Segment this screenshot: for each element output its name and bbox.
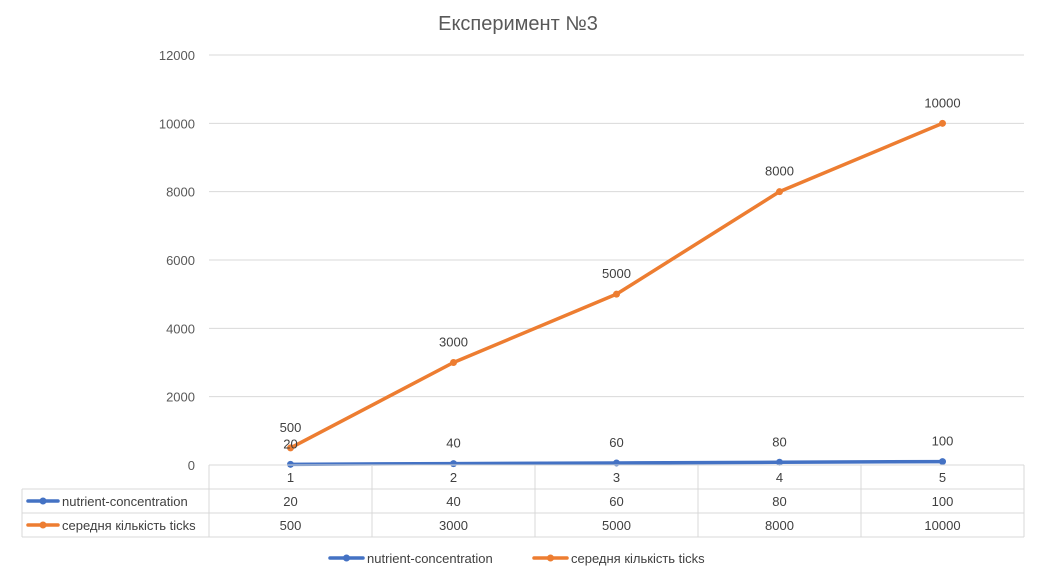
series-line-2	[288, 121, 945, 450]
y-axis-tick-labels: 0 2000 4000 6000 8000 10000 12000	[159, 48, 195, 473]
y-tick-label: 2000	[166, 390, 195, 405]
data-label: 5000	[602, 266, 631, 281]
data-point	[939, 119, 946, 127]
data-label: 60	[609, 435, 623, 450]
legend: nutrient-concentration середня кількість …	[328, 551, 705, 566]
data-point	[287, 444, 294, 452]
data-label: 40	[446, 436, 460, 451]
x-tick-label: 3	[613, 470, 620, 485]
series-lines	[287, 119, 946, 468]
table-cell: 100	[932, 494, 954, 509]
table-cell: 60	[609, 494, 623, 509]
y-tick-label: 8000	[166, 185, 195, 200]
table-cell: 80	[772, 494, 786, 509]
data-point	[613, 290, 620, 298]
data-point	[939, 458, 946, 466]
data-label: 3000	[439, 335, 468, 350]
table-series-name: середня кількість ticks	[62, 518, 196, 533]
data-point	[450, 359, 457, 366]
y-tick-label: 12000	[159, 48, 195, 63]
table-cell: 5000	[602, 518, 631, 533]
table-cell: 500	[280, 518, 302, 533]
legend-entry: nutrient-concentration	[367, 551, 493, 566]
y-tick-label: 10000	[159, 116, 195, 131]
y-tick-label: 4000	[166, 321, 195, 336]
legend-key-marker	[547, 554, 554, 562]
x-tick-label: 1	[287, 470, 294, 485]
gridlines	[209, 54, 1024, 466]
y-tick-label: 6000	[166, 253, 195, 268]
x-tick-label: 4	[776, 470, 783, 485]
table-cell: 40	[446, 494, 460, 509]
y-tick-label: 0	[188, 458, 195, 473]
data-labels: 20 40 60 80 100 500 3000 5000 8000 10000	[280, 95, 961, 451]
data-label: 100	[932, 434, 954, 449]
data-table: 1 2 3 4 5 nutrient-concentration 20 40 60 80 100 се…	[21, 464, 1025, 538]
table-series-name: nutrient-concentration	[62, 494, 188, 509]
table-cell: 20	[283, 494, 297, 509]
chart-title: Експеримент №3	[438, 13, 598, 35]
table-cell: 3000	[439, 518, 468, 533]
legend-key-marker	[343, 554, 350, 562]
data-label: 20	[283, 436, 297, 451]
table-legend-key-marker	[39, 521, 47, 529]
x-tick-label: 5	[939, 470, 946, 485]
data-point	[450, 460, 457, 468]
data-label: 8000	[765, 164, 794, 179]
legend-entry: середня кількість ticks	[571, 551, 705, 566]
table-cell: 8000	[765, 518, 794, 533]
data-point	[776, 188, 783, 196]
data-point	[287, 460, 294, 468]
x-tick-label: 2	[450, 470, 457, 485]
table-legend-key-marker	[39, 497, 47, 505]
data-label: 80	[772, 434, 786, 449]
data-label: 500	[280, 420, 302, 435]
table-cell: 10000	[924, 518, 960, 533]
data-point	[776, 458, 783, 466]
data-label: 10000	[924, 95, 960, 110]
